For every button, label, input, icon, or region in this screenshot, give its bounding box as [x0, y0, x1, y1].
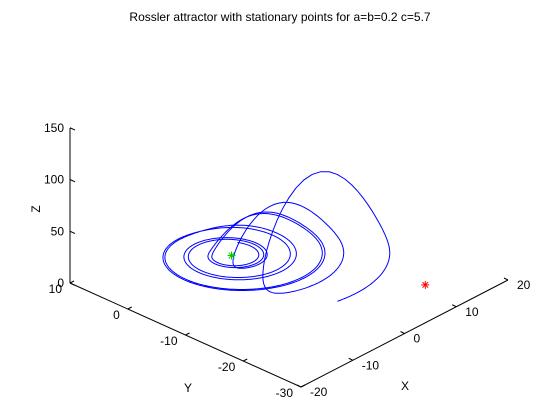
z-tick-mark: [69, 230, 76, 235]
y-tick-mark: [69, 280, 75, 284]
z-tick-label: 150: [44, 121, 64, 135]
x-tick-mark: [296, 384, 302, 388]
y-tick-label: 10: [49, 282, 63, 296]
z-tick-mark: [69, 127, 76, 131]
chart-title: Rossler attractor with stationary points…: [129, 10, 430, 24]
z-tick-label: 100: [44, 173, 64, 187]
y-tick-label: -30: [276, 386, 294, 400]
z-tick-mark: [69, 282, 76, 286]
stationary-point-1: [227, 251, 236, 260]
x-tick-mark: [503, 277, 509, 281]
y-tick-mark: [300, 384, 306, 388]
x-tick-label: 20: [517, 278, 531, 292]
x-tick-label: -10: [362, 358, 380, 372]
axes-lines: [69, 128, 509, 388]
y-tick-label: -20: [218, 360, 236, 374]
z-tick-label: 0: [57, 276, 64, 290]
z-axis-label: Z: [29, 205, 43, 212]
stationary-point-2: [421, 280, 430, 289]
x-tick-label: -20: [310, 385, 328, 399]
x-tick-label: 10: [465, 305, 479, 319]
z-tick-label: 50: [51, 224, 65, 238]
y-tick-mark: [127, 306, 132, 310]
x-tick-mark: [348, 357, 353, 361]
y-tick-mark: [243, 358, 248, 362]
y-axis-label: Y: [184, 381, 192, 395]
x-axis-label: X: [401, 379, 409, 393]
z-tick-mark: [69, 179, 76, 183]
y-tick-label: -10: [160, 334, 178, 348]
series-trajectory: [162, 171, 391, 302]
x-tick-mark: [452, 304, 457, 308]
x-tick-mark: [400, 331, 405, 334]
y-tick-mark: [185, 332, 190, 336]
x-tick-label: 0: [414, 332, 421, 346]
stationary-points: [227, 251, 430, 289]
y-tick-label: 0: [113, 308, 120, 322]
